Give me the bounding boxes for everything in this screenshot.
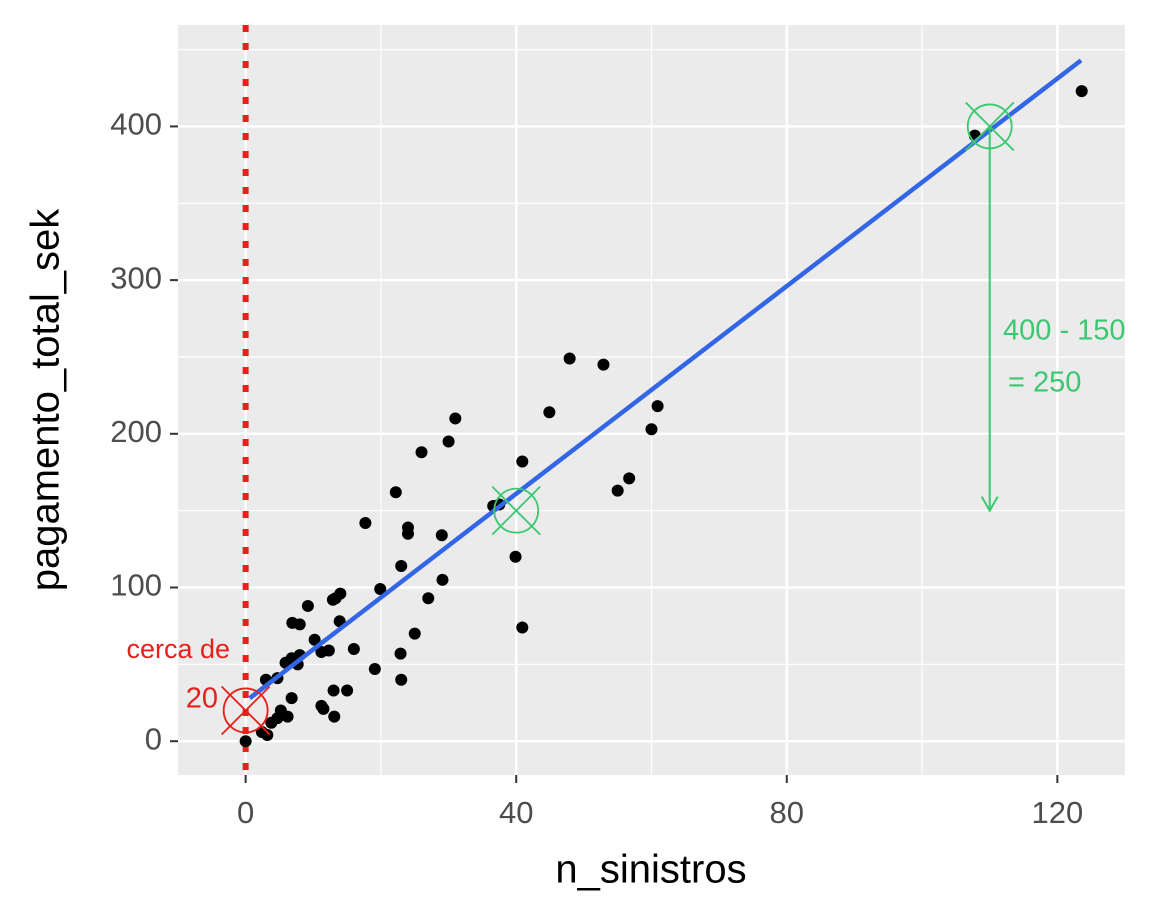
y-tick-label: 300 bbox=[110, 260, 162, 295]
point bbox=[261, 729, 274, 742]
point bbox=[651, 400, 664, 413]
y-tick-label: 400 bbox=[110, 107, 162, 142]
point bbox=[308, 633, 321, 646]
annotation: 400 - 150 bbox=[1003, 315, 1126, 347]
point bbox=[368, 662, 381, 675]
x-tick-label: 40 bbox=[499, 795, 533, 830]
point bbox=[293, 618, 306, 631]
point bbox=[449, 412, 462, 425]
point bbox=[401, 527, 414, 540]
marker-part bbox=[493, 487, 540, 534]
point bbox=[239, 735, 252, 748]
annotation: cerca de bbox=[126, 634, 230, 664]
point bbox=[645, 423, 658, 436]
point bbox=[422, 592, 435, 605]
point bbox=[442, 435, 455, 448]
highlight-marker bbox=[491, 486, 541, 536]
highlight-marker bbox=[221, 685, 271, 736]
annotation: = 250 bbox=[1008, 367, 1081, 399]
point bbox=[611, 484, 624, 497]
point bbox=[516, 621, 529, 634]
point bbox=[317, 702, 330, 715]
point bbox=[301, 599, 314, 612]
point bbox=[285, 692, 298, 705]
point bbox=[623, 472, 636, 485]
point bbox=[509, 550, 522, 563]
y-axis-title: pagamento_total_sek bbox=[24, 208, 68, 592]
y-tick-label: 100 bbox=[110, 568, 162, 603]
marker-part bbox=[221, 685, 271, 736]
point bbox=[328, 710, 341, 723]
point bbox=[347, 642, 360, 655]
marker-part bbox=[491, 486, 541, 536]
point bbox=[394, 647, 407, 660]
point bbox=[543, 406, 556, 419]
point bbox=[395, 559, 408, 572]
point bbox=[415, 446, 428, 459]
x-tick-label: 0 bbox=[237, 795, 254, 830]
arrow-head bbox=[980, 496, 999, 513]
point bbox=[1075, 85, 1088, 98]
point bbox=[389, 486, 402, 499]
point bbox=[435, 529, 448, 542]
point bbox=[359, 516, 372, 529]
point bbox=[327, 684, 340, 697]
point bbox=[395, 673, 408, 686]
point bbox=[341, 684, 354, 697]
y-tick-label: 200 bbox=[110, 414, 162, 449]
point bbox=[597, 358, 610, 371]
point bbox=[408, 627, 421, 640]
point bbox=[436, 573, 449, 586]
point bbox=[516, 455, 529, 468]
x-tick-label: 120 bbox=[1031, 795, 1083, 830]
point bbox=[334, 587, 347, 600]
x-axis-title: n_sinistros bbox=[555, 848, 746, 892]
y-tick-label: 0 bbox=[145, 721, 162, 756]
point bbox=[322, 644, 335, 657]
point bbox=[281, 710, 294, 723]
point bbox=[374, 583, 387, 596]
x-tick-label: 80 bbox=[770, 795, 804, 830]
annotation: 20 bbox=[186, 683, 218, 715]
fit-line bbox=[248, 58, 1083, 700]
marker-part bbox=[222, 687, 269, 734]
point bbox=[563, 352, 576, 365]
